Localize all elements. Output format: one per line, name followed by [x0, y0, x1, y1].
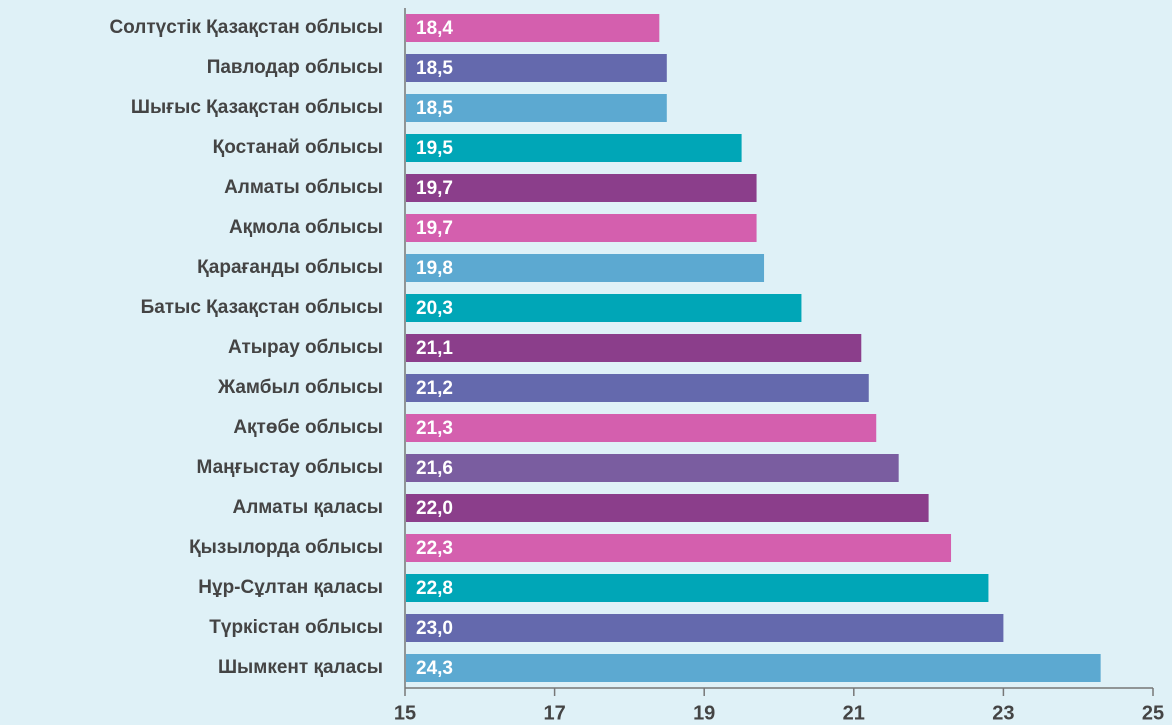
category-label: Жамбыл облысы — [217, 377, 383, 398]
data-label: 19,7 — [416, 178, 453, 199]
category-label: Қызылорда облысы — [189, 537, 383, 558]
bar — [406, 454, 899, 482]
bar — [406, 414, 877, 442]
bar — [406, 494, 929, 522]
category-label: Нұр-Сұлтан қаласы — [198, 577, 383, 598]
category-label: Атырау облысы — [228, 337, 383, 358]
category-label: Батыс Қазақстан облысы — [141, 297, 383, 318]
bar — [406, 254, 765, 282]
data-label: 18,5 — [416, 98, 453, 119]
category-label: Қарағанды облысы — [197, 257, 383, 278]
bar — [406, 14, 660, 42]
bar — [406, 54, 667, 82]
data-label: 22,0 — [416, 498, 453, 519]
bar — [406, 174, 757, 202]
category-label: Ақмола облысы — [229, 217, 383, 238]
bar — [406, 374, 869, 402]
category-label: Алматы қаласы — [233, 497, 383, 518]
bar — [406, 94, 667, 122]
data-label: 18,4 — [416, 18, 453, 39]
bar — [406, 654, 1101, 682]
category-label: Павлодар облысы — [207, 57, 383, 78]
category-label: Ақтөбе облысы — [233, 417, 383, 438]
category-label: Маңғыстау облысы — [197, 457, 383, 478]
category-label: Солтүстік Қазақстан облысы — [109, 17, 383, 38]
category-label: Алматы облысы — [224, 177, 383, 198]
data-label: 19,8 — [416, 258, 453, 279]
category-label: Қостанай облысы — [213, 137, 383, 158]
category-label: Түркістан облысы — [209, 617, 383, 638]
bar — [406, 214, 757, 242]
data-label: 21,2 — [416, 378, 453, 399]
bar — [406, 614, 1004, 642]
data-label: 21,1 — [416, 338, 453, 359]
bar — [406, 534, 952, 562]
data-label: 22,8 — [416, 578, 453, 599]
data-label: 22,3 — [416, 538, 453, 559]
bar — [406, 134, 742, 162]
data-label: 19,5 — [416, 138, 453, 159]
x-tick-label: 21 — [843, 702, 865, 724]
data-label: 20,3 — [416, 298, 453, 319]
bar — [406, 334, 862, 362]
data-label: 21,3 — [416, 418, 453, 439]
category-label: Шығыс Қазақстан облысы — [131, 97, 383, 118]
data-label: 23,0 — [416, 618, 453, 639]
data-label: 18,5 — [416, 58, 453, 79]
x-tick-label: 19 — [693, 702, 715, 724]
data-label: 21,6 — [416, 458, 453, 479]
bar — [406, 294, 802, 322]
x-tick-label: 17 — [543, 702, 565, 724]
data-label: 24,3 — [416, 658, 453, 679]
x-tick-label: 23 — [992, 702, 1014, 724]
x-tick-label: 15 — [394, 702, 416, 724]
x-tick-label: 25 — [1142, 702, 1164, 724]
bar — [406, 574, 989, 602]
category-label: Шымкент қаласы — [218, 657, 383, 678]
data-label: 19,7 — [416, 218, 453, 239]
